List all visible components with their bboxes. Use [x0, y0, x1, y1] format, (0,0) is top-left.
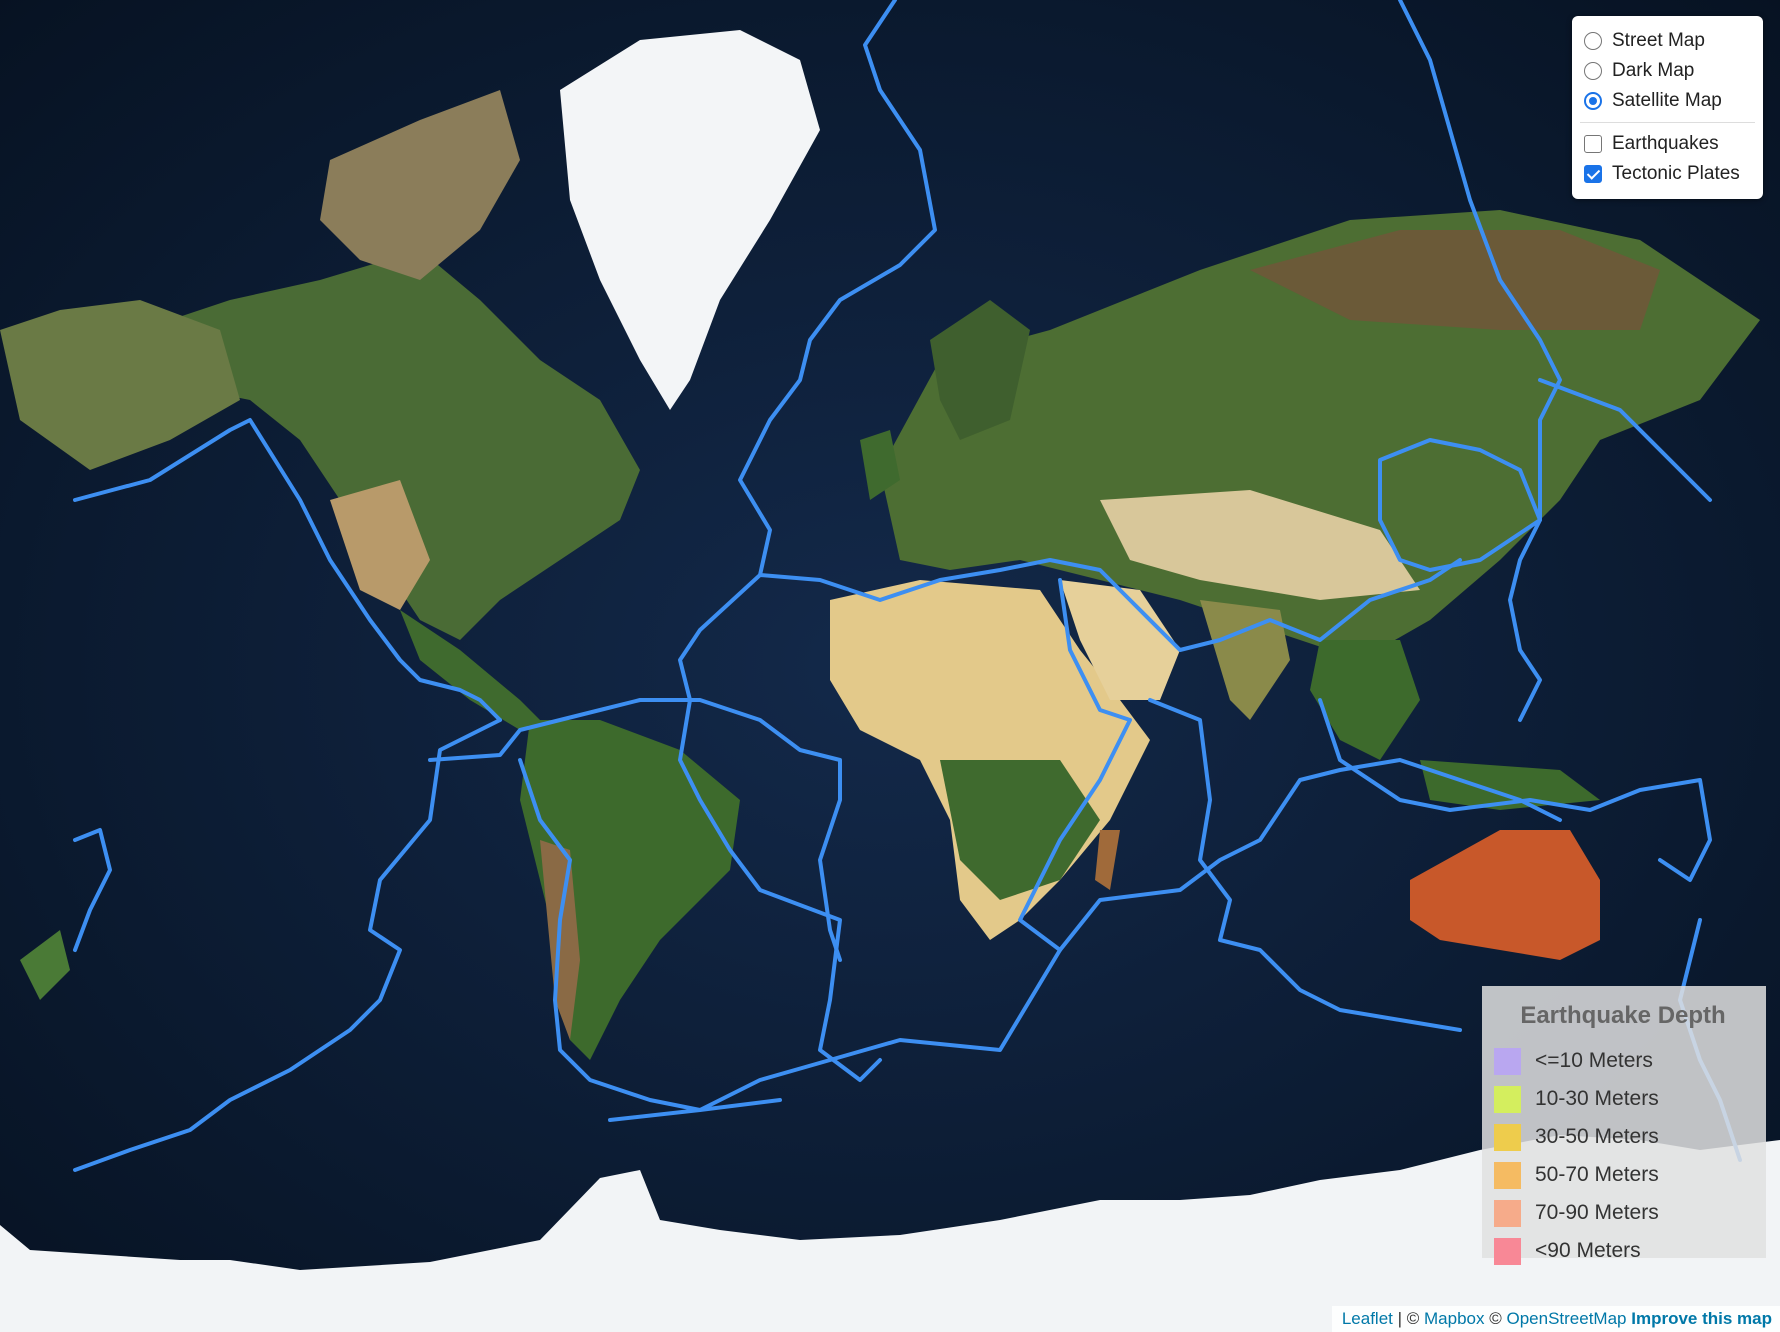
legend-swatch: [1494, 1047, 1521, 1075]
overlay-earthquakes[interactable]: Earthquakes: [1584, 129, 1751, 159]
depth-legend: Earthquake Depth <=10 Meters 10-30 Meter…: [1482, 986, 1766, 1265]
legend-swatch: [1494, 1199, 1521, 1227]
legend-label: 10-30 Meters: [1535, 1087, 1659, 1110]
plate-boundary-indian-ocean: [1148, 698, 1462, 1032]
attribution-separator: | ©: [1392, 1309, 1425, 1328]
plate-boundary-scotia: [608, 758, 1562, 1122]
land-indonesia: [1420, 760, 1600, 810]
land-australia: [1410, 830, 1600, 960]
map-attribution: Leaflet | © Mapbox © OpenStreetMap Impro…: [1331, 1306, 1780, 1332]
dark-map-radio[interactable]: [1584, 62, 1602, 80]
earthquakes-checkbox[interactable]: [1584, 135, 1602, 153]
legend-item: 30-50 Meters: [1494, 1118, 1752, 1156]
plate-boundary-indonesia: [1318, 698, 1712, 882]
land-north-america: [140, 250, 640, 640]
legend-swatch: [1494, 1085, 1521, 1113]
plate-boundary-nazca: [428, 698, 842, 962]
legend-item: 70-90 Meters: [1494, 1194, 1752, 1232]
leaflet-link[interactable]: Leaflet: [1341, 1309, 1393, 1328]
legend-swatch: [1494, 1161, 1521, 1189]
legend-label: 30-50 Meters: [1535, 1125, 1659, 1148]
dark-map-label[interactable]: Dark Map: [1612, 60, 1695, 81]
base-layer-satellite-map[interactable]: Satellite Map: [1584, 86, 1751, 116]
land-uk: [860, 430, 900, 500]
legend-label: 70-90 Meters: [1535, 1201, 1659, 1224]
tectonic-plates-label[interactable]: Tectonic Plates: [1612, 163, 1740, 184]
plate-boundary-philippine: [1378, 438, 1542, 572]
legend-swatch: [1494, 1237, 1521, 1265]
land-antarctica: [0, 1135, 1780, 1332]
legend-label: 50-70 Meters: [1535, 1163, 1659, 1186]
overlay-tectonic-plates[interactable]: Tectonic Plates: [1584, 159, 1751, 189]
plate-boundary-aleutian: [73, 418, 502, 722]
legend-item: 50-70 Meters: [1494, 1156, 1752, 1194]
plate-boundary-west-pacific: [1398, 0, 1562, 722]
land-se-asia: [1310, 640, 1420, 760]
legend-label: <=10 Meters: [1535, 1049, 1653, 1072]
plate-boundary-east-africa: [1018, 578, 1132, 952]
plate-boundary-kurils: [1538, 378, 1712, 502]
legend-item: 10-30 Meters: [1494, 1080, 1752, 1118]
satellite-map-radio[interactable]: [1584, 92, 1602, 110]
tectonic-plates-checkbox[interactable]: [1584, 165, 1602, 183]
improve-map-link[interactable]: Improve this map: [1631, 1309, 1772, 1328]
legend-item: <90 Meters: [1494, 1232, 1752, 1270]
legend-title: Earthquake Depth: [1520, 1002, 1726, 1029]
legend-label: <90 Meters: [1535, 1239, 1641, 1262]
land-alaska: [0, 300, 240, 470]
land-new-zealand: [20, 930, 70, 1000]
mapbox-link[interactable]: Mapbox: [1424, 1309, 1485, 1328]
openstreetmap-link[interactable]: OpenStreetMap: [1506, 1309, 1627, 1328]
land-central-america: [400, 610, 540, 730]
base-layer-dark-map[interactable]: Dark Map: [1584, 56, 1751, 86]
plate-boundary-south-america-west: [518, 758, 782, 1112]
plate-boundary-mediterranean: [758, 558, 1462, 652]
layer-control-panel: Street Map Dark Map Satellite Map Earthq…: [1572, 16, 1763, 199]
layer-control-separator: [1580, 122, 1755, 123]
earthquakes-label[interactable]: Earthquakes: [1612, 133, 1719, 154]
base-layer-street-map[interactable]: Street Map: [1584, 26, 1751, 56]
land-greenland: [560, 30, 820, 410]
land-siberia: [1250, 230, 1660, 330]
land-central-africa: [940, 760, 1100, 900]
satellite-map-label[interactable]: Satellite Map: [1612, 90, 1722, 111]
land-arabia: [1060, 580, 1180, 700]
legend-swatch: [1494, 1123, 1521, 1151]
land-canada-islands: [320, 90, 520, 280]
land-scandinavia: [930, 300, 1030, 440]
street-map-label[interactable]: Street Map: [1612, 30, 1705, 51]
land-india: [1200, 600, 1290, 720]
plate-boundary-east-pacific: [73, 718, 502, 1172]
street-map-radio[interactable]: [1584, 32, 1602, 50]
land-madagascar: [1095, 830, 1120, 890]
legend-item: <=10 Meters: [1494, 1042, 1752, 1080]
land-central-asia-desert: [1100, 490, 1420, 600]
plate-boundary-tonga: [73, 828, 112, 952]
attribution-separator: ©: [1484, 1309, 1507, 1328]
land-us-desert: [330, 480, 430, 610]
